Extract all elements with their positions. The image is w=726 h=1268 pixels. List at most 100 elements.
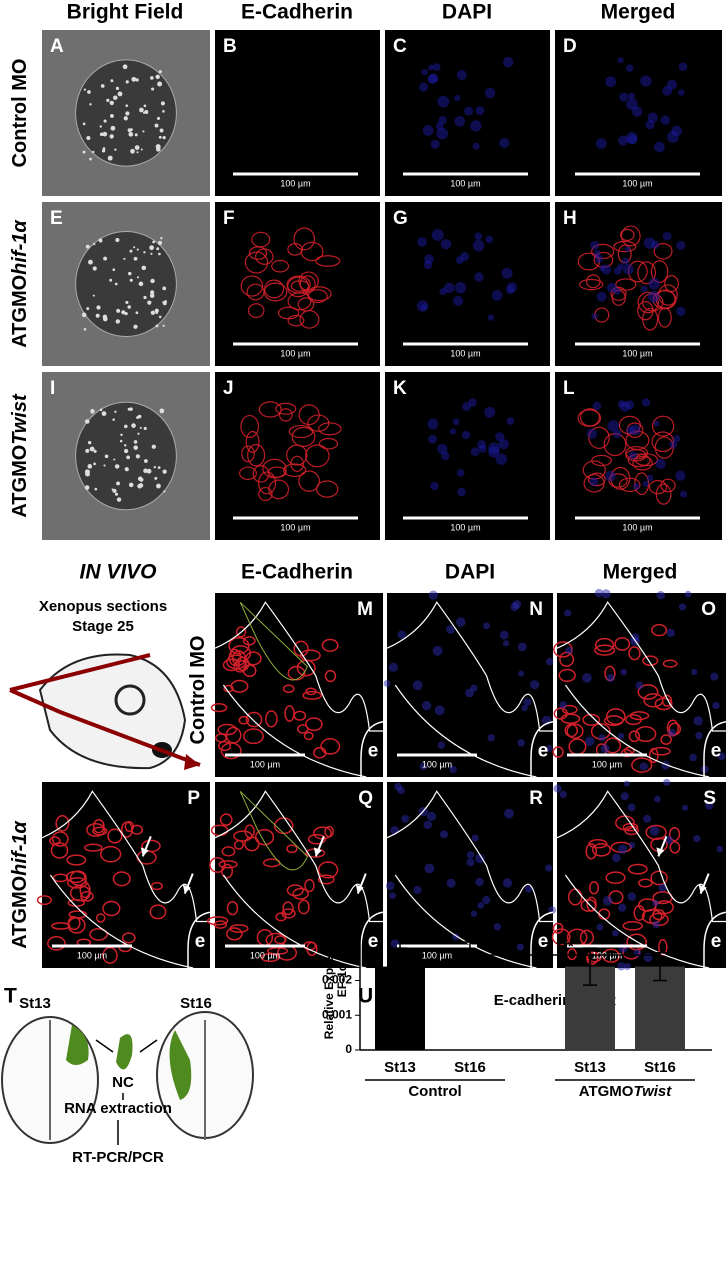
speck: [154, 308, 159, 313]
row-label: ATGMOTwist: [9, 393, 31, 518]
membrane: [293, 640, 309, 657]
nucleus: [449, 428, 457, 435]
column-header: E-Cadherin: [241, 561, 353, 584]
nucleus: [660, 115, 671, 126]
speck: [133, 445, 138, 450]
membrane: [268, 479, 290, 500]
membrane: [306, 286, 332, 302]
membrane: [287, 292, 312, 311]
speck: [88, 259, 93, 265]
nucleus: [432, 63, 441, 71]
speck: [85, 244, 90, 249]
nucleus: [705, 801, 714, 810]
nucleus: [449, 765, 457, 774]
speck: [110, 79, 114, 83]
nucleus: [401, 815, 410, 823]
nucleus: [466, 851, 475, 859]
nucleus: [545, 864, 553, 872]
speck: [128, 482, 134, 488]
image-bg: [215, 593, 383, 777]
image-bg: [555, 202, 722, 366]
nucleus: [624, 400, 635, 410]
speck: [130, 128, 133, 132]
membrane: [591, 842, 611, 857]
nucleus: [601, 589, 611, 599]
image-bg: [215, 782, 383, 968]
column-header: Bright Field: [67, 1, 184, 24]
nucleus: [678, 603, 687, 611]
membrane: [220, 742, 242, 760]
speck: [93, 462, 96, 466]
speck: [89, 446, 95, 452]
membrane: [594, 644, 616, 656]
membrane: [622, 920, 644, 931]
inset-label: e: [368, 740, 379, 761]
panel-letter: A: [50, 36, 64, 57]
significance-label: ***: [426, 925, 444, 942]
nucleus: [629, 424, 641, 436]
speck: [116, 481, 121, 486]
speck: [149, 245, 154, 251]
nucleus: [606, 282, 617, 293]
nucleus: [453, 295, 464, 307]
membrane: [51, 922, 71, 930]
group-label: ATGMOTwist: [579, 1083, 673, 1100]
membrane: [605, 871, 626, 885]
speck: [160, 101, 165, 106]
membrane: [247, 443, 266, 467]
speck: [129, 278, 133, 282]
nucleus: [666, 628, 675, 638]
nucleus: [606, 673, 615, 682]
speck: [150, 76, 154, 80]
panel-letter: S: [703, 788, 716, 809]
nucleus: [459, 251, 470, 262]
membrane: [651, 623, 668, 637]
membrane: [642, 655, 659, 667]
speck: [151, 87, 155, 91]
nucleus: [640, 285, 648, 293]
scale-bar-label: 100 µm: [250, 950, 280, 960]
nucleus: [667, 131, 679, 144]
speck: [116, 308, 121, 313]
speck: [89, 157, 92, 161]
speck: [153, 466, 156, 469]
group-label-part: Twist: [633, 1083, 672, 1100]
nucleus: [673, 434, 681, 443]
nucleus: [428, 434, 438, 444]
speck: [95, 313, 100, 318]
nucleus: [488, 446, 500, 458]
nucleus: [652, 920, 660, 929]
membrane: [149, 904, 167, 920]
nucleus: [464, 106, 474, 116]
nucleus: [427, 418, 439, 430]
nucleus: [482, 896, 491, 905]
membrane: [619, 228, 635, 242]
membrane: [293, 227, 316, 251]
inset-curve: [703, 911, 726, 968]
nucleus: [385, 881, 395, 891]
membrane: [290, 280, 310, 292]
tissue-outline: [222, 684, 367, 778]
membrane: [551, 928, 571, 946]
speck: [159, 128, 164, 133]
caption: Stage 25: [72, 618, 134, 635]
nucleus: [617, 400, 626, 408]
membrane: [297, 899, 310, 915]
membrane: [240, 414, 260, 438]
speck: [150, 310, 156, 315]
membrane: [83, 843, 103, 852]
nucleus: [691, 668, 698, 676]
image-bg: [387, 782, 553, 968]
y-axis-label: Relative Expression/EF-1α: [322, 921, 349, 1039]
membrane: [566, 723, 584, 739]
nucleus: [662, 231, 672, 241]
arrow-head: [698, 884, 707, 894]
speck: [124, 467, 129, 472]
nucleus: [653, 420, 660, 427]
membrane: [618, 477, 641, 493]
inset-label: e: [368, 931, 379, 952]
inset-curve: [360, 911, 384, 968]
membrane: [669, 841, 681, 854]
membrane: [286, 444, 308, 466]
membrane: [233, 839, 244, 850]
